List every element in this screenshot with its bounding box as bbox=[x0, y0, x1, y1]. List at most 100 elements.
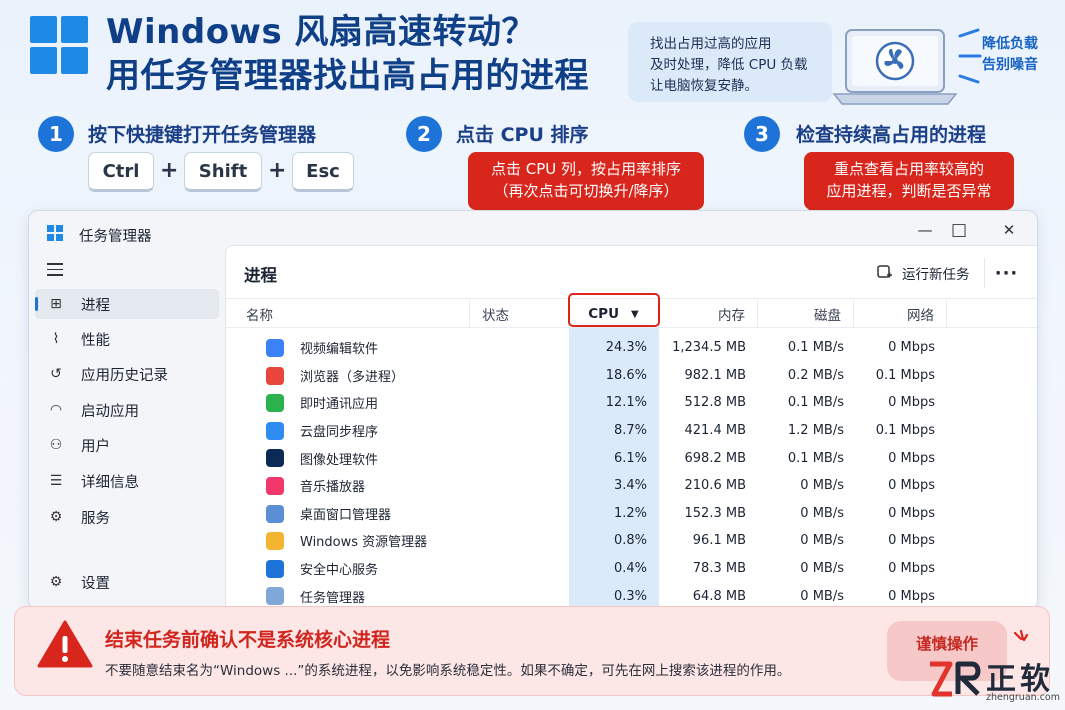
tip-line: 及时处理，降低 CPU 负载 bbox=[650, 57, 808, 73]
process-disk: 0.1 MB/s bbox=[787, 340, 844, 356]
process-network: 0 Mbps bbox=[888, 505, 935, 521]
nav-label: 用户 bbox=[81, 438, 110, 455]
process-name: 安全中心服务 bbox=[300, 563, 379, 579]
table-header: 名称 状态 CPU ▼ 内存 磁盘 网络 bbox=[226, 298, 1037, 329]
callout-line: 重点查看占用率较高的 bbox=[833, 160, 984, 178]
column-memory[interactable]: 内存 bbox=[659, 299, 758, 329]
warning-banner: 结束任务前确认不是系统核心进程 不要随意结束名为“Windows ...”的系统… bbox=[14, 606, 1050, 696]
process-row[interactable]: 图像处理软件 6.1% 698.2 MB 0.1 MB/s 0 Mbps bbox=[226, 444, 1037, 472]
process-row[interactable]: 云盘同步程序 8.7% 421.4 MB 1.2 MB/s 0.1 Mbps bbox=[226, 417, 1037, 445]
process-cpu: 0.8% bbox=[613, 533, 647, 549]
close-button[interactable]: ✕ bbox=[1002, 221, 1016, 239]
maximize-button[interactable]: □ bbox=[950, 220, 968, 240]
key-shift: Shift bbox=[184, 152, 262, 192]
process-network: 0.1 Mbps bbox=[875, 367, 935, 383]
column-disk[interactable]: 磁盘 bbox=[758, 299, 854, 329]
laptop-fan-icon bbox=[832, 29, 958, 105]
process-memory: 96.1 MB bbox=[692, 533, 746, 549]
dwm-icon bbox=[266, 504, 284, 523]
details-icon: ☰ bbox=[49, 473, 63, 489]
run-task-icon bbox=[877, 265, 892, 278]
process-disk: 0 MB/s bbox=[800, 561, 844, 577]
brand-watermark: 正软 zhengruan.com bbox=[928, 654, 1060, 708]
process-cpu: 12.1% bbox=[605, 395, 647, 411]
tip-line: 找出占用过高的应用 bbox=[650, 36, 772, 52]
history-icon: ↺ bbox=[50, 366, 62, 382]
nav-label: 进程 bbox=[81, 297, 110, 314]
headline-line1: Windows 风扇高速转动？ bbox=[106, 12, 537, 52]
process-name: Windows 资源管理器 bbox=[300, 535, 428, 551]
process-disk: 0 MB/s bbox=[800, 505, 844, 521]
process-row[interactable]: 视频编辑软件 24.3% 1,234.5 MB 0.1 MB/s 0 Mbps bbox=[226, 334, 1037, 362]
nav-item-services[interactable]: ⚙ 服务 bbox=[35, 502, 219, 532]
more-options-button[interactable]: ··· bbox=[984, 258, 1028, 288]
folder-icon bbox=[266, 532, 284, 551]
process-cpu: 18.6% bbox=[605, 367, 647, 383]
run-new-task-button[interactable]: 运行新任务 bbox=[876, 260, 970, 286]
startup-icon: ◠ bbox=[49, 402, 63, 418]
process-cpu: 0.3% bbox=[613, 588, 647, 604]
nav-item-app-history[interactable]: ↺ 应用历史记录 bbox=[35, 359, 219, 389]
warning-text: 不要随意结束名为“Windows ...”的系统进程，以免影响系统稳定性。如果不… bbox=[105, 663, 791, 679]
process-row[interactable]: 即时通讯应用 12.1% 512.8 MB 0.1 MB/s 0 Mbps bbox=[226, 389, 1037, 417]
column-name[interactable]: 名称 bbox=[226, 299, 470, 329]
brand-name: 正软 bbox=[986, 662, 1054, 697]
check-process-callout: 重点查看占用率较高的 应用进程，判断是否异常 bbox=[804, 152, 1014, 210]
process-cpu: 24.3% bbox=[605, 340, 647, 356]
process-memory: 698.2 MB bbox=[684, 450, 746, 466]
process-cpu: 3.4% bbox=[613, 478, 647, 494]
shield-icon bbox=[266, 559, 284, 578]
minimize-button[interactable]: — bbox=[917, 221, 933, 239]
step-1-label: 按下快捷键打开任务管理器 bbox=[88, 124, 317, 146]
process-cpu: 0.4% bbox=[613, 561, 647, 577]
nav-item-startup-apps[interactable]: ◠ 启动应用 bbox=[35, 395, 219, 425]
process-row[interactable]: 安全中心服务 0.4% 78.3 MB 0 MB/s 0 Mbps bbox=[226, 555, 1037, 583]
process-disk: 0 MB/s bbox=[800, 533, 844, 549]
nav-label: 应用历史记录 bbox=[81, 367, 168, 384]
task-manager-icon bbox=[266, 587, 284, 606]
nav-item-performance[interactable]: ⌇ 性能 bbox=[35, 324, 219, 354]
nav-item-processes[interactable]: ⊞ 进程 bbox=[35, 289, 219, 319]
nav-item-settings[interactable]: ⚙ 设置 bbox=[35, 567, 219, 597]
cpu-column-highlight bbox=[569, 328, 659, 609]
plus-sign: + bbox=[160, 158, 179, 183]
window-title: 任务管理器 bbox=[79, 229, 152, 245]
process-row[interactable]: 浏览器（多进程） 18.6% 982.1 MB 0.2 MB/s 0.1 Mbps bbox=[226, 362, 1037, 390]
gear-icon: ⚙ bbox=[49, 574, 63, 590]
process-cpu: 1.2% bbox=[613, 505, 647, 521]
column-network[interactable]: 网络 bbox=[854, 299, 947, 329]
process-row[interactable]: 桌面窗口管理器 1.2% 152.3 MB 0 MB/s 0 Mbps bbox=[226, 500, 1037, 528]
warning-title: 结束任务前确认不是系统核心进程 bbox=[105, 629, 391, 651]
users-icon: ⚇ bbox=[49, 437, 63, 453]
process-cpu: 8.7% bbox=[613, 423, 647, 439]
step-1-number: 1 bbox=[38, 116, 74, 152]
callout-line: （再次点击可切换升/降序） bbox=[493, 182, 679, 200]
process-memory: 152.3 MB bbox=[684, 505, 746, 521]
nav-item-users[interactable]: ⚇ 用户 bbox=[35, 430, 219, 460]
process-row[interactable]: 音乐播放器 3.4% 210.6 MB 0 MB/s 0 Mbps bbox=[226, 472, 1037, 500]
nav-label: 启动应用 bbox=[81, 403, 139, 420]
process-name: 云盘同步程序 bbox=[300, 425, 379, 441]
performance-icon: ⌇ bbox=[52, 331, 60, 347]
task-manager-app-icon bbox=[47, 225, 63, 241]
task-manager-window: 任务管理器 — □ ✕ ⊞ 进程 ⌇ 性能 ↺ 应用历史记录 ◠ 启动应用 ⚇ … bbox=[28, 210, 1038, 610]
process-network: 0 Mbps bbox=[888, 588, 935, 604]
key-esc: Esc bbox=[292, 152, 354, 192]
quiet-line: 降低负载 bbox=[982, 36, 1038, 52]
chat-icon bbox=[266, 394, 284, 413]
cpu-sort-callout: 点击 CPU 列，按占用率排序 （再次点击可切换升/降序） bbox=[468, 152, 704, 210]
nav-item-details[interactable]: ☰ 详细信息 bbox=[35, 466, 219, 496]
hamburger-menu-icon[interactable] bbox=[47, 263, 63, 280]
quiet-slogan: 降低负载 告别噪音 bbox=[982, 34, 1038, 76]
step-3-label: 检查持续高占用的进程 bbox=[796, 124, 987, 146]
process-disk: 0.1 MB/s bbox=[787, 450, 844, 466]
process-name: 图像处理软件 bbox=[300, 452, 379, 468]
quiet-line: 告别噪音 bbox=[982, 57, 1038, 73]
brand-url: zhengruan.com bbox=[986, 692, 1060, 703]
process-row[interactable]: Windows 资源管理器 0.8% 96.1 MB 0 MB/s 0 Mbps bbox=[226, 527, 1037, 555]
process-disk: 0.1 MB/s bbox=[787, 395, 844, 411]
process-disk: 0 MB/s bbox=[800, 588, 844, 604]
column-status[interactable]: 状态 bbox=[470, 299, 569, 329]
photo-editor-icon bbox=[266, 449, 284, 468]
process-row[interactable]: 任务管理器 0.3% 64.8 MB 0 MB/s 0 Mbps bbox=[226, 582, 1037, 609]
